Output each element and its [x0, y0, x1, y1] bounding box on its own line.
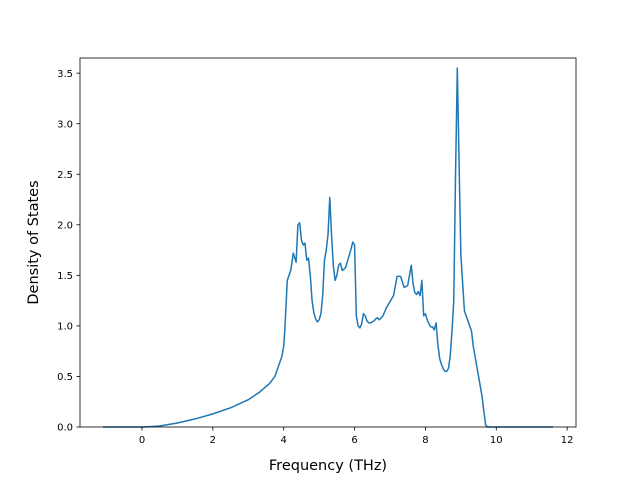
- y-axis-ticks: 0.0 0.5 1.0 1.5 2.0 2.5 3.0 3.5: [57, 69, 80, 434]
- axes-frame: [79, 57, 577, 428]
- x-tick-label: 4: [281, 435, 287, 446]
- plot-area: [103, 67, 553, 428]
- x-tick-label: 10: [490, 435, 503, 446]
- y-tick-label: 0.0: [57, 423, 73, 434]
- y-tick-label: 3.5: [57, 69, 73, 80]
- y-tick-label: 1.5: [57, 271, 73, 282]
- dos-series-line: [103, 67, 553, 428]
- x-axis-ticks: 0 2 4 6 8 10 12: [139, 427, 574, 446]
- x-tick-label: 12: [561, 435, 574, 446]
- x-tick-label: 2: [210, 435, 216, 446]
- x-tick-label: 0: [139, 435, 145, 446]
- y-tick-label: 2.0: [57, 220, 73, 231]
- y-tick-label: 0.5: [57, 372, 73, 383]
- x-tick-label: 8: [422, 435, 428, 446]
- x-tick-label: 6: [351, 435, 357, 446]
- y-tick-label: 1.0: [57, 322, 73, 333]
- y-axis-label: Density of States: [26, 180, 42, 304]
- x-axis-label: Frequency (THz): [269, 458, 387, 474]
- y-tick-label: 2.5: [57, 170, 73, 181]
- y-tick-label: 3.0: [57, 119, 73, 130]
